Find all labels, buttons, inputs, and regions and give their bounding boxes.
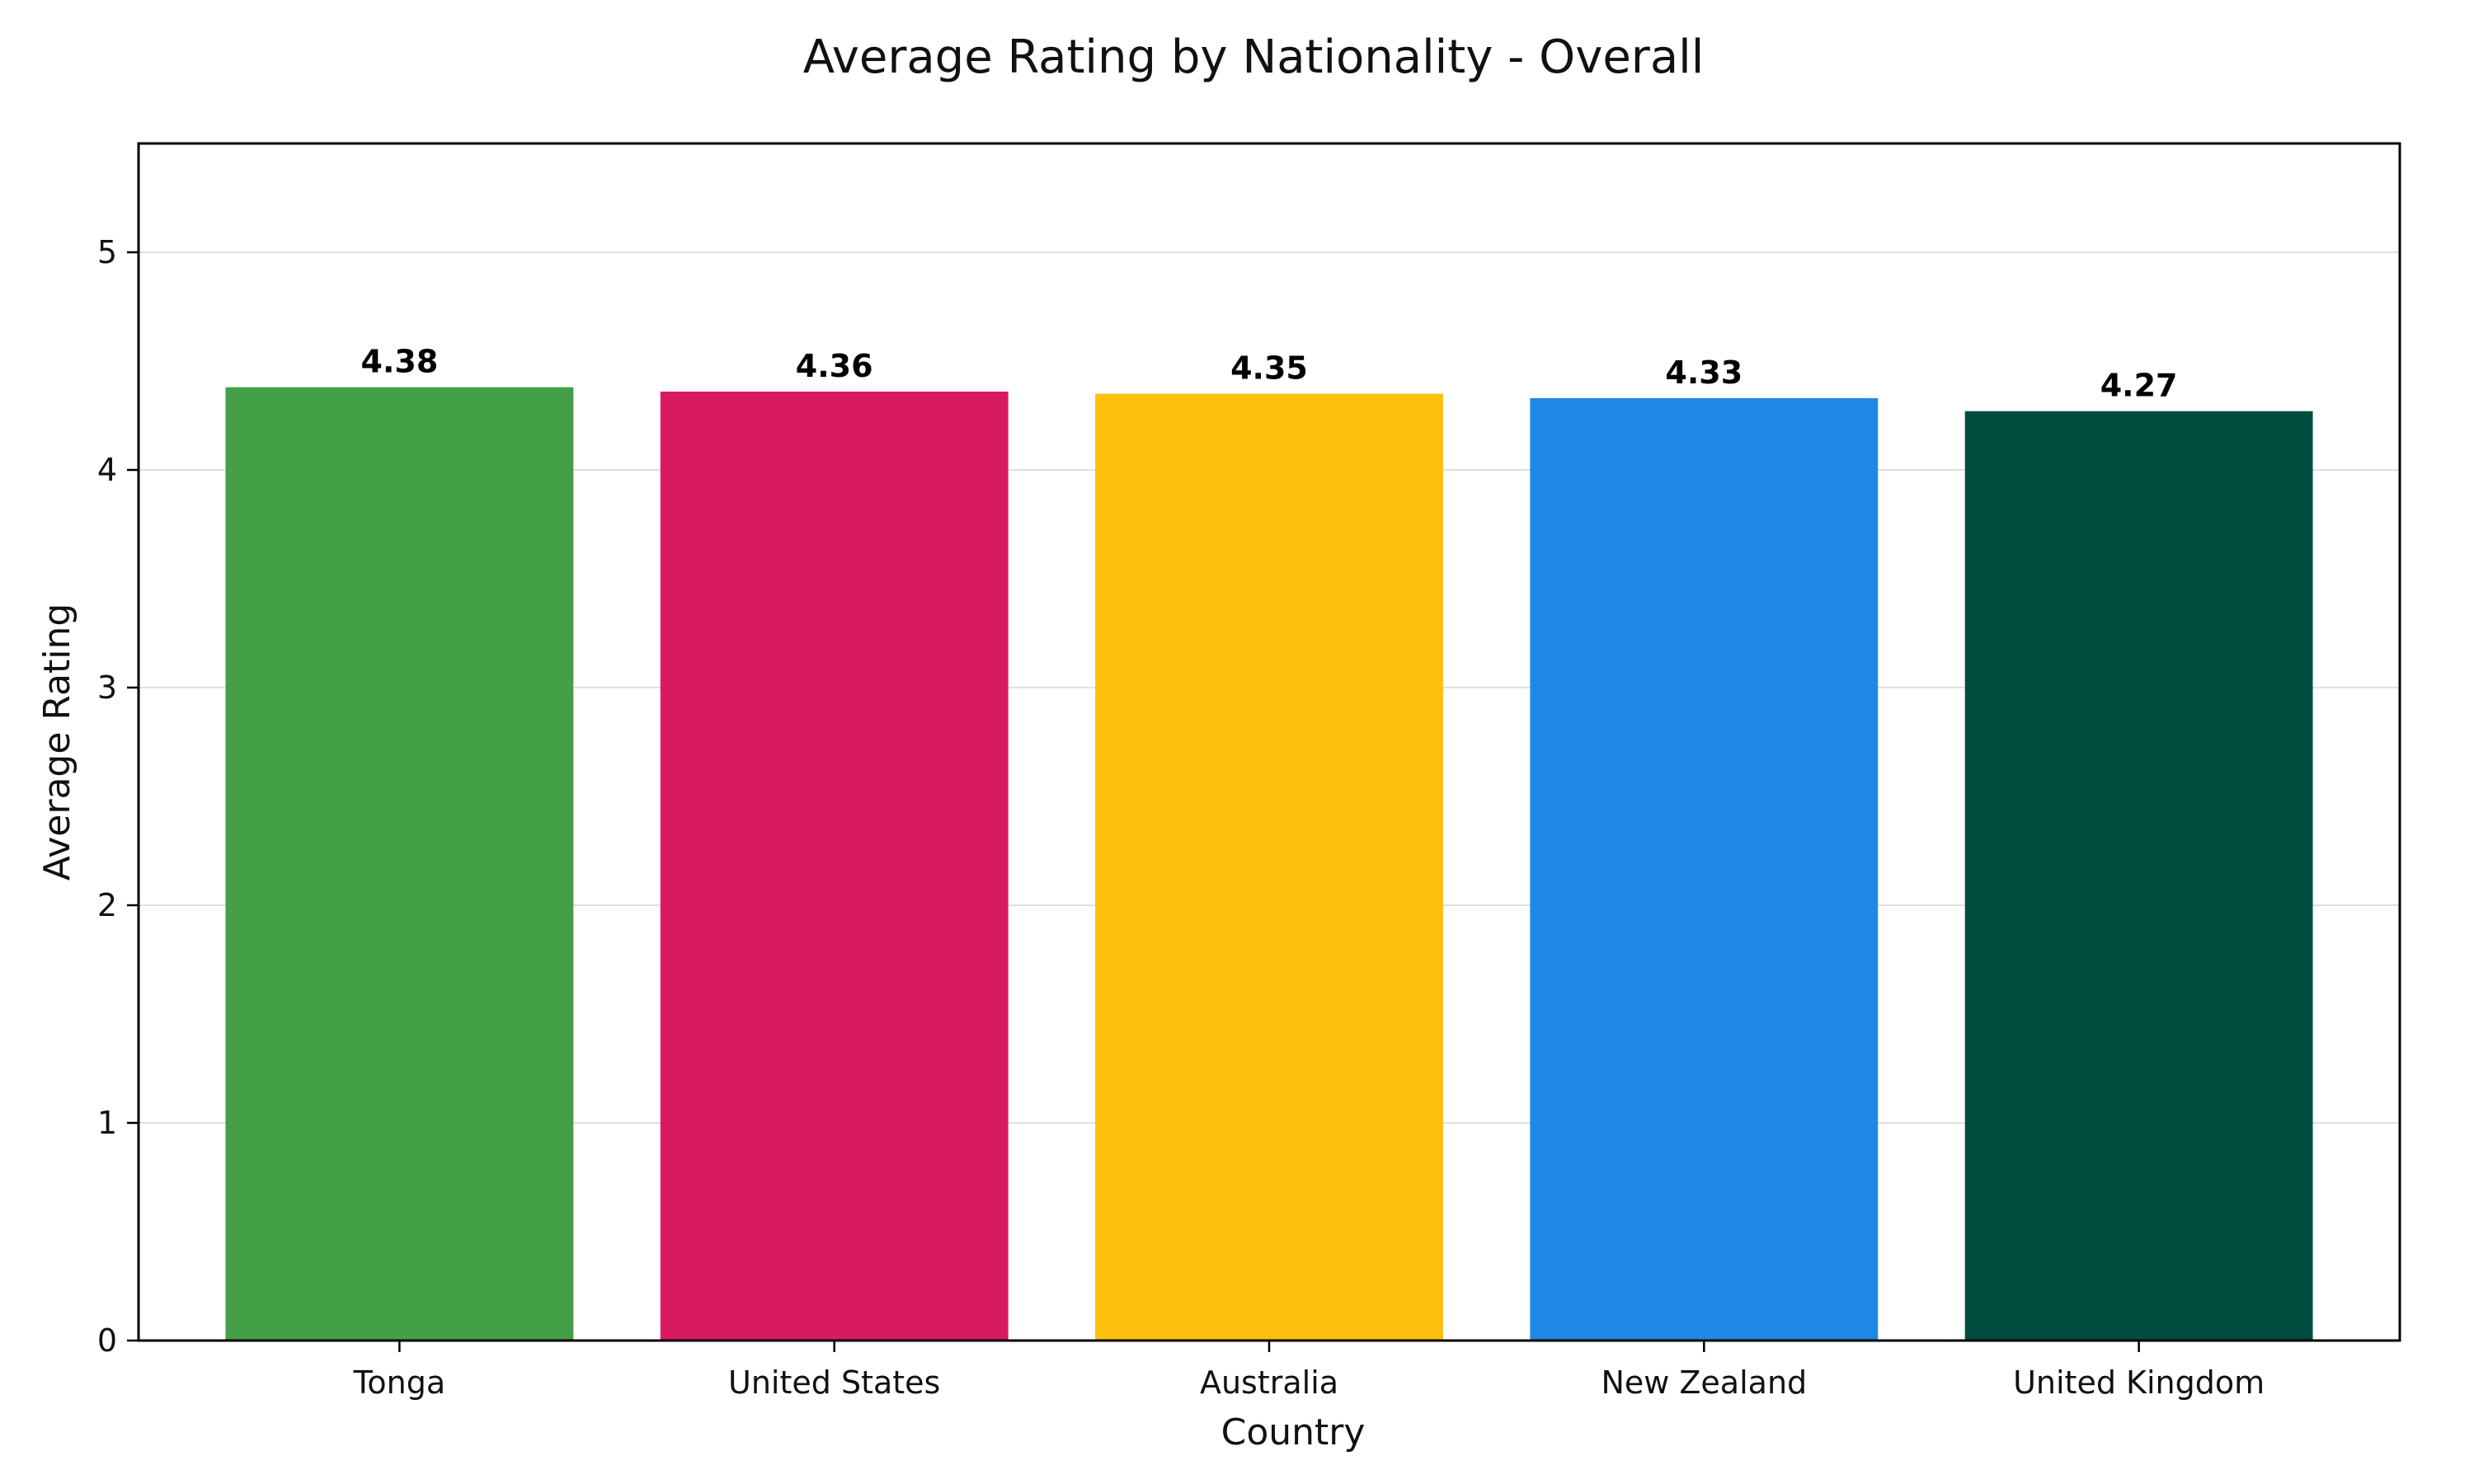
x-axis-label: Country (1221, 1411, 1366, 1453)
x-tick-label: Tonga (353, 1364, 446, 1401)
y-axis-ticks: 0 1 2 3 4 5 (97, 234, 139, 1359)
x-tick-label: United Kingdom (2013, 1364, 2265, 1401)
y-tick-label: 4 (97, 452, 117, 488)
chart-title: Average Rating by Nationality - Overall (803, 31, 1705, 84)
data-label: 4.35 (1230, 350, 1308, 387)
y-tick-label: 1 (97, 1105, 117, 1141)
data-labels: 4.38 4.36 4.35 4.33 4.27 (361, 344, 2178, 404)
bar-new-zealand (1530, 397, 1879, 1341)
data-label: 4.27 (2100, 368, 2178, 404)
data-label: 4.36 (796, 348, 873, 384)
data-label: 4.33 (1665, 355, 1743, 391)
x-tick-label: Australia (1200, 1364, 1338, 1401)
bar-australia (1095, 393, 1443, 1341)
x-tick-label: New Zealand (1601, 1364, 1807, 1401)
y-tick-label: 2 (97, 887, 117, 923)
bar-tonga (225, 387, 574, 1341)
y-tick-label: 5 (97, 234, 117, 270)
bar-united-states (660, 391, 1009, 1341)
y-axis-label: Average Rating (36, 603, 78, 881)
bars (225, 387, 2313, 1341)
data-label: 4.38 (361, 344, 439, 380)
y-tick-label: 3 (97, 669, 117, 706)
x-tick-label: United States (728, 1364, 940, 1401)
bar-united-kingdom (1964, 411, 2313, 1341)
x-axis-ticks: Tonga United States Australia New Zealand Un… (353, 1341, 2265, 1401)
y-tick-label: 0 (97, 1322, 117, 1359)
